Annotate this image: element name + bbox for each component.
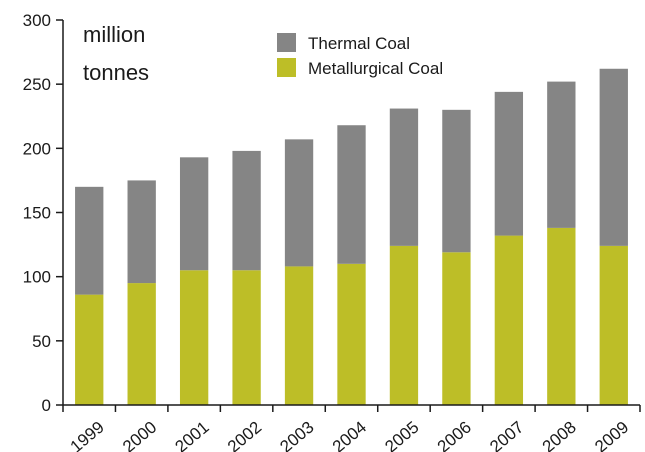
bar-thermal-coal-2003 <box>284 139 314 267</box>
bar-thermal-coal-2004 <box>337 125 366 264</box>
bar-thermal-coal-2005 <box>389 108 419 246</box>
x-tick-label-2007: 2007 <box>486 418 527 452</box>
legend: Thermal Coal Metallurgical Coal <box>277 33 443 78</box>
bar-metallurgical-coal-2009 <box>599 245 628 405</box>
x-tick-label-2006: 2006 <box>434 418 475 452</box>
y-unit-label: million tonnes <box>83 22 149 85</box>
bar-thermal-coal-2000 <box>127 180 156 284</box>
bar-metallurgical-coal-2004 <box>337 263 366 405</box>
legend-swatch-metallurgical-coal <box>277 58 296 77</box>
bar-thermal-coal-1999 <box>75 186 104 295</box>
bar-metallurgical-coal-2002 <box>232 270 261 405</box>
bar-metallurgical-coal-2005 <box>389 245 419 405</box>
x-tick-label-2001: 2001 <box>171 418 212 452</box>
legend-swatch-thermal-coal <box>277 33 296 52</box>
x-tick-label-2004: 2004 <box>329 418 370 452</box>
x-tick-label-2000: 2000 <box>119 418 160 452</box>
bar-thermal-coal-2007 <box>494 91 524 236</box>
bar-thermal-coal-2008 <box>547 81 576 228</box>
x-tick-label-2009: 2009 <box>591 418 632 452</box>
bar-metallurgical-coal-2008 <box>547 227 576 405</box>
x-tick-label-2002: 2002 <box>224 418 265 452</box>
y-tick-label-0: 0 <box>42 396 51 415</box>
y-tick-label-200: 200 <box>23 139 51 158</box>
bar-metallurgical-coal-2001 <box>179 270 209 405</box>
x-tick-label-2008: 2008 <box>539 418 580 452</box>
bar-metallurgical-coal-2003 <box>284 266 314 405</box>
y-tick-label-300: 300 <box>23 11 51 30</box>
bar-thermal-coal-2006 <box>442 109 471 253</box>
x-tick-label-2003: 2003 <box>276 418 317 452</box>
legend-label-metallurgical-coal: Metallurgical Coal <box>308 59 443 78</box>
y-axis: 0 50 100 150 200 250 300 <box>23 11 64 415</box>
bars-group <box>75 68 628 405</box>
y-unit-line-1: million <box>83 22 145 47</box>
y-tick-label-50: 50 <box>32 332 51 351</box>
legend-label-thermal-coal: Thermal Coal <box>308 34 410 53</box>
y-tick-label-250: 250 <box>23 75 51 94</box>
bar-metallurgical-coal-1999 <box>75 294 104 405</box>
y-unit-line-2: tonnes <box>83 60 149 85</box>
bar-metallurgical-coal-2000 <box>127 283 156 405</box>
x-tick-label-1999: 1999 <box>67 418 108 452</box>
bar-thermal-coal-2001 <box>179 157 209 271</box>
x-axis: 1999 2000 2001 2002 2003 2004 2005 2006 2007 2008… <box>62 404 641 452</box>
bar-thermal-coal-2002 <box>232 150 261 271</box>
bar-metallurgical-coal-2006 <box>442 252 471 405</box>
y-tick-label-150: 150 <box>23 204 51 223</box>
x-tick-label-2005: 2005 <box>381 418 422 452</box>
bar-metallurgical-coal-2007 <box>494 235 524 405</box>
bar-thermal-coal-2009 <box>599 68 628 246</box>
y-tick-label-100: 100 <box>23 268 51 287</box>
